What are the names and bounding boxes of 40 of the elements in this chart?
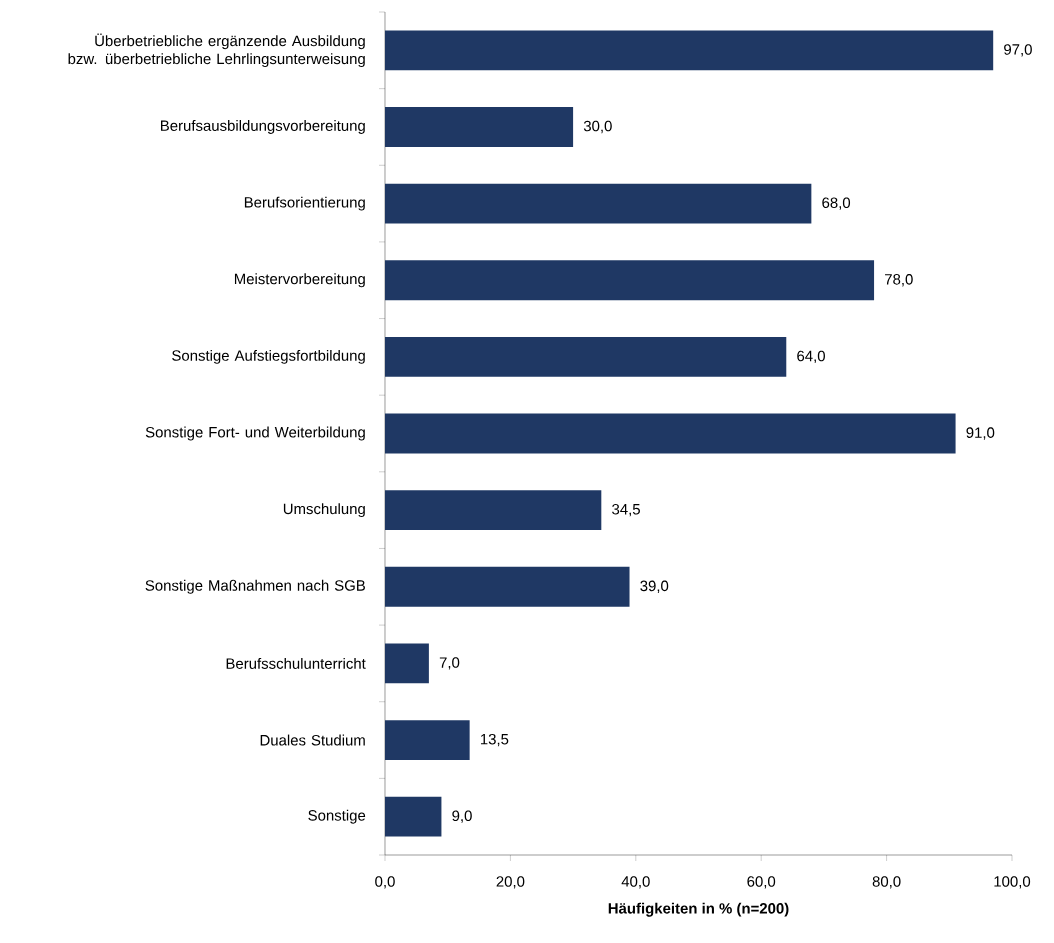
data-label: 13,5 <box>480 733 509 747</box>
y-tick-label: Berufsorientierung <box>244 196 365 211</box>
x-tick-label: 0,0 <box>375 876 395 889</box>
bar <box>385 107 574 147</box>
data-label: 91,0 <box>966 427 995 440</box>
data-label: 39,0 <box>640 580 669 593</box>
data-label: 9,0 <box>452 810 472 823</box>
bar <box>385 183 812 224</box>
bar <box>385 30 994 71</box>
bar <box>385 260 875 301</box>
y-tick-label: Sonstige Fort- und Weiterbildung <box>145 426 365 441</box>
x-tick-label: 20,0 <box>496 876 525 889</box>
y-tick-label: Meistervorbereitung <box>234 273 365 288</box>
bar <box>385 413 956 454</box>
data-label: 7,0 <box>439 657 460 670</box>
x-tick-label: 40,0 <box>621 876 650 889</box>
y-tick-label: Umschulung <box>283 503 365 518</box>
y-tick-label: Berufsschulunterricht <box>226 657 366 669</box>
bar <box>385 643 429 684</box>
y-tick-label: Sonstige Aufstiegsfortbildung <box>172 349 365 364</box>
bar <box>385 566 630 607</box>
x-tick-label: 80,0 <box>872 876 901 889</box>
x-tick-label: 100,0 <box>994 876 1031 889</box>
bar <box>385 490 602 531</box>
data-label: 78,0 <box>885 274 913 287</box>
y-tick-label: Berufsausbildungsvorbereitung <box>161 119 365 134</box>
bar <box>385 336 787 377</box>
data-label: 34,5 <box>612 503 640 517</box>
y-tick-label: Sonstige <box>308 809 366 824</box>
y-tick-label: Sonstige Maßnahmen nach SGB <box>145 579 365 594</box>
data-label: 97,0 <box>1004 44 1032 57</box>
bar <box>385 796 442 837</box>
data-label: 68,0 <box>822 197 851 210</box>
y-tick-label: Duales Studium <box>260 734 365 746</box>
data-label: 64,0 <box>797 350 825 364</box>
data-label: 30,0 <box>583 120 612 134</box>
x-tick-label: 60,0 <box>747 876 776 889</box>
x-axis-title: Häufigkeiten in % (n=200) <box>608 902 789 917</box>
y-tick-label: Überbetriebliche ergänzende Ausbildung bzw. überbetriebliche Lehrlingsunterweisung <box>68 33 365 68</box>
bar <box>385 720 470 760</box>
